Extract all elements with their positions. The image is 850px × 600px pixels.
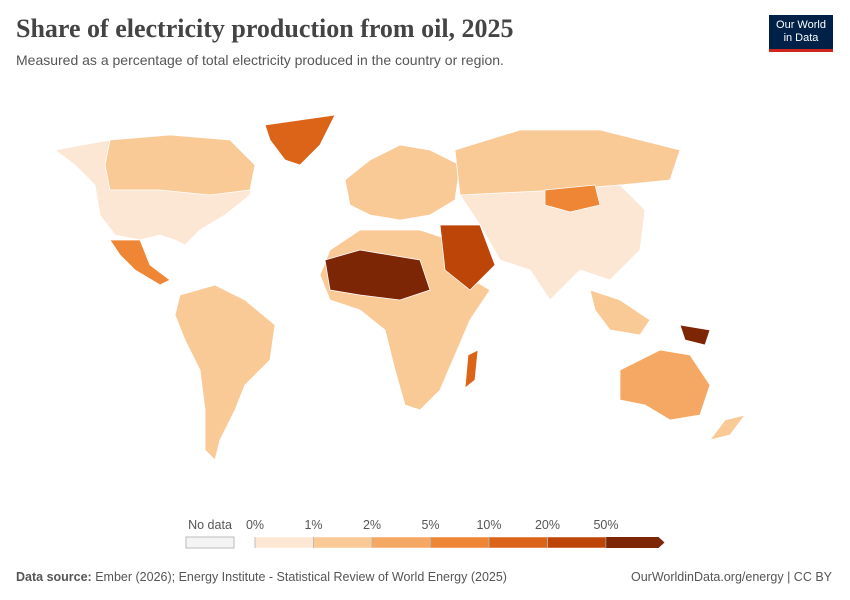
australia	[619, 349, 711, 421]
legend-tick-label: 10%	[476, 518, 501, 532]
mexico	[109, 239, 171, 286]
south-america	[174, 284, 276, 461]
footer-source: Data source: Ember (2026); Energy Instit…	[16, 570, 507, 584]
canada	[104, 134, 256, 196]
legend-bin	[606, 537, 665, 548]
legend-tick-label: 5%	[421, 518, 439, 532]
legend-tick-label: 1%	[304, 518, 322, 532]
legend-tick-label: 2%	[363, 518, 381, 532]
legend-tick-label: 50%	[593, 518, 618, 532]
legend-bin	[313, 536, 373, 549]
no-data-label: No data	[188, 518, 232, 532]
legend: No data 0% 1% 2% 5% 10% 20% 50%	[185, 518, 665, 549]
land	[54, 114, 746, 461]
new-zealand	[709, 414, 746, 441]
sahel	[324, 249, 431, 301]
logo-line: in Data	[783, 32, 819, 44]
footer-link[interactable]: OurWorldinData.org/energy | CC BY	[630, 570, 832, 584]
title: Share of electricity production from oil…	[16, 14, 514, 43]
no-data-swatch	[185, 536, 235, 549]
europe	[344, 144, 461, 221]
logo-line: Our World	[776, 19, 826, 31]
legend-bin	[488, 536, 548, 549]
middle-east	[439, 224, 496, 291]
russia	[454, 129, 681, 196]
legend-bin	[371, 536, 431, 549]
legend-bin	[547, 536, 607, 549]
source-label: Data source:	[16, 570, 92, 584]
asia	[459, 184, 646, 301]
source: Ember (2026); Energy Institute - Statist…	[95, 570, 507, 584]
papua	[679, 324, 711, 346]
southeast-asia	[589, 289, 651, 336]
legend-tick-label: 20%	[535, 518, 560, 532]
mongolia	[544, 184, 601, 213]
madagascar	[464, 349, 479, 389]
logo[interactable]: Our World in Data	[769, 15, 833, 52]
map: No data 0% 1% 2% 5% 10% 20% 50%	[54, 114, 746, 549]
subtitle: Measured as a percentage of total electr…	[16, 52, 504, 68]
greenland	[264, 114, 336, 166]
legend-bin	[254, 536, 314, 549]
legend-bin	[430, 536, 490, 549]
legend-tick-label: 0%	[246, 518, 264, 532]
